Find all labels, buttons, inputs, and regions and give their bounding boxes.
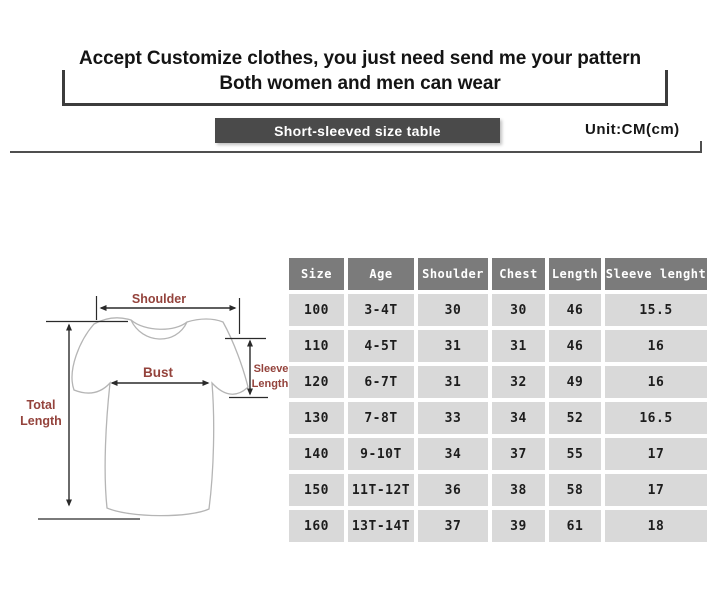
table-cell: 61 [549,510,601,542]
column-header: Sleeve lenght [605,258,707,290]
headline: Accept Customize clothes, you just need … [15,46,705,96]
table-cell: 16 [605,366,707,398]
table-cell: 46 [549,294,601,326]
table-cell: 30 [418,294,488,326]
table-cell: 46 [549,330,601,362]
column-header: Size [289,258,344,290]
table-cell: 16 [605,330,707,362]
headline-line1: Accept Customize clothes, you just need … [78,48,641,69]
sleeve-length-label-line1: Sleeve [254,363,289,375]
section-title-bar: Short-sleeved size table [215,118,500,143]
table-cell: 33 [418,402,488,434]
total-length-label-line2: Length [20,414,62,428]
table-cell: 3-4T [348,294,414,326]
table-cell: 17 [605,474,707,506]
headline-frame [62,70,668,106]
table-cell: 31 [418,330,488,362]
collar-back-line [130,319,188,330]
shoulder-label: Shoulder [132,292,186,306]
table-cell: 30 [492,294,545,326]
table-cell: 120 [289,366,344,398]
table-cell: 16.5 [605,402,707,434]
column-header: Shoulder [418,258,488,290]
table-cell: 4-5T [348,330,414,362]
table-cell: 130 [289,402,344,434]
table-cell: 31 [418,366,488,398]
unit-label: Unit:CM(cm) [585,121,680,138]
table-cell: 150 [289,474,344,506]
bust-label: Bust [143,365,174,380]
headline-line2: Both women and men can wear [219,73,501,94]
divider-rule-end-tick [700,141,702,153]
table-cell: 17 [605,438,707,470]
table-cell: 34 [418,438,488,470]
divider-rule [10,151,702,153]
table-cell: 160 [289,510,344,542]
table-cell: 36 [418,474,488,506]
table-cell: 52 [549,402,601,434]
table-cell: 18 [605,510,707,542]
table-cell: 49 [549,366,601,398]
table-cell: 37 [492,438,545,470]
table-cell: 110 [289,330,344,362]
table-cell: 32 [492,366,545,398]
table-cell: 55 [549,438,601,470]
column-header: Length [549,258,601,290]
section-title-label: Short-sleeved size table [274,122,441,139]
sleeve-length-label-line2: Length [252,378,289,390]
table-cell: 6-7T [348,366,414,398]
tshirt-measurement-diagram: Shoulder Total Length Bust Sleeve Length [20,292,289,520]
table-cell: 58 [549,474,601,506]
table-cell: 38 [492,474,545,506]
table-cell: 31 [492,330,545,362]
tshirt-outline-shape [71,317,249,517]
total-length-label-line1: Total [27,398,56,412]
table-cell: 9-10T [348,438,414,470]
table-cell: 37 [418,510,488,542]
table-cell: 39 [492,510,545,542]
table-cell: 7-8T [348,402,414,434]
table-cell: 34 [492,402,545,434]
table-cell: 13T-14T [348,510,414,542]
column-header: Chest [492,258,545,290]
table-cell: 100 [289,294,344,326]
table-cell: 15.5 [605,294,707,326]
table-cell: 11T-12T [348,474,414,506]
size-table: Size Age Shoulder Chest Length Sleeve le… [289,258,707,542]
column-header: Age [348,258,414,290]
table-cell: 140 [289,438,344,470]
